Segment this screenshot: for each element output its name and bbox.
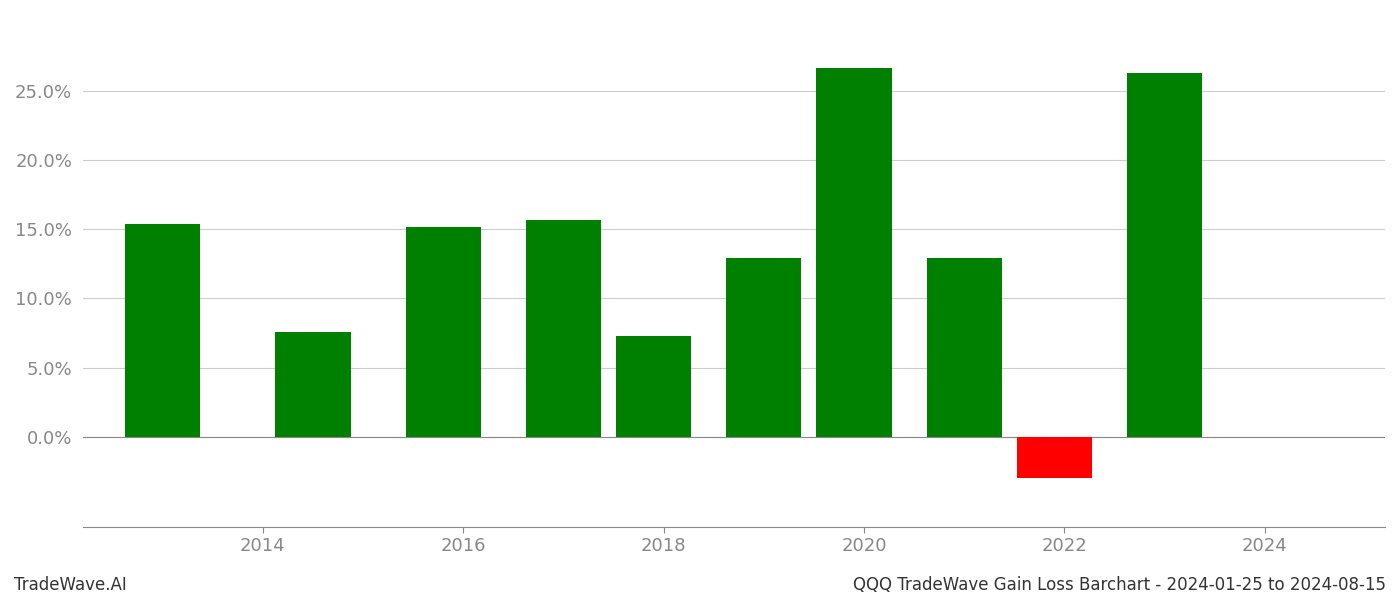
Text: TradeWave.AI: TradeWave.AI bbox=[14, 576, 127, 594]
Bar bbox=[727, 259, 801, 437]
Bar bbox=[406, 227, 480, 437]
Bar bbox=[927, 259, 1002, 437]
Bar bbox=[1127, 73, 1203, 437]
Bar bbox=[816, 68, 892, 437]
Bar bbox=[1016, 437, 1092, 478]
Bar bbox=[276, 332, 350, 437]
Bar bbox=[125, 224, 200, 437]
Bar bbox=[526, 220, 601, 437]
Text: QQQ TradeWave Gain Loss Barchart - 2024-01-25 to 2024-08-15: QQQ TradeWave Gain Loss Barchart - 2024-… bbox=[853, 576, 1386, 594]
Bar bbox=[616, 336, 692, 437]
